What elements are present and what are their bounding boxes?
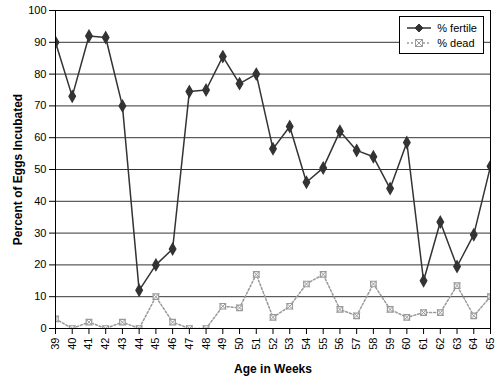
svg-text:64: 64 — [467, 338, 479, 350]
svg-text:100: 100 — [28, 4, 46, 16]
svg-text:61: 61 — [417, 338, 429, 350]
svg-text:50: 50 — [233, 338, 245, 350]
svg-text:60: 60 — [400, 338, 412, 350]
html-text:% fertile: % fertile — [437, 21, 477, 34]
svg-text:49: 49 — [216, 338, 228, 350]
svg-text:57: 57 — [350, 338, 362, 350]
svg-text:54: 54 — [300, 338, 312, 350]
svg-text:51: 51 — [250, 338, 262, 350]
svg-text:60: 60 — [34, 131, 46, 143]
html-text:% dead: % dead — [437, 36, 475, 49]
svg-text:52: 52 — [267, 338, 279, 350]
svg-text:90: 90 — [34, 36, 46, 48]
svg-text:59: 59 — [384, 338, 396, 350]
svg-text:40: 40 — [34, 195, 46, 207]
svg-text:47: 47 — [183, 338, 195, 350]
svg-text:80: 80 — [34, 68, 46, 80]
svg-text:43: 43 — [116, 338, 128, 350]
svg-text:63: 63 — [451, 338, 463, 350]
svg-text:42: 42 — [99, 338, 111, 350]
svg-text:41: 41 — [82, 338, 94, 350]
svg-text:53: 53 — [283, 338, 295, 350]
svg-text:39: 39 — [49, 338, 61, 350]
svg-text:56: 56 — [333, 338, 345, 350]
svg-text:45: 45 — [149, 338, 161, 350]
svg-text:0: 0 — [40, 322, 46, 334]
svg-text:40: 40 — [66, 338, 78, 350]
svg-text:20: 20 — [34, 258, 46, 270]
svg-text:44: 44 — [133, 338, 145, 350]
svg-text:30: 30 — [34, 227, 46, 239]
svg-text:62: 62 — [434, 338, 446, 350]
svg-text:48: 48 — [200, 338, 212, 350]
svg-text:65: 65 — [484, 338, 496, 350]
svg-text:55: 55 — [317, 338, 329, 350]
svg-text:Age in Weeks: Age in Weeks — [234, 362, 312, 376]
svg-text:50: 50 — [34, 163, 46, 175]
svg-text:46: 46 — [166, 338, 178, 350]
svg-text:Percent of Eggs Incubated: Percent of Eggs Incubated — [11, 94, 25, 245]
svg-text:58: 58 — [367, 338, 379, 350]
svg-text:10: 10 — [34, 290, 46, 302]
svg-text:70: 70 — [34, 99, 46, 111]
